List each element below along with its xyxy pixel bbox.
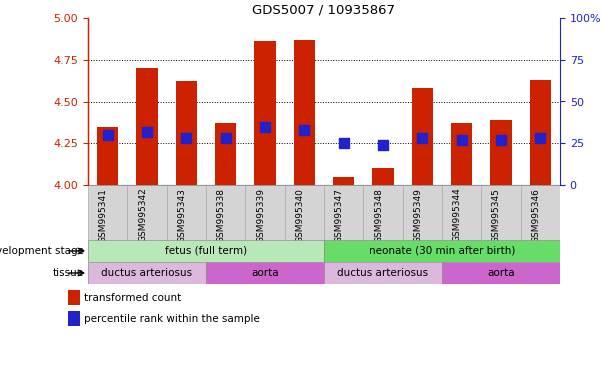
Text: GSM995345: GSM995345 — [492, 188, 501, 243]
Text: GSM995340: GSM995340 — [295, 188, 305, 243]
Bar — [88, 240, 324, 262]
Bar — [136, 68, 158, 185]
Bar — [88, 185, 127, 240]
Point — [378, 142, 388, 148]
Bar — [529, 80, 551, 185]
Text: GSM995342: GSM995342 — [138, 188, 147, 243]
Point — [339, 140, 349, 146]
Point — [142, 129, 152, 135]
Title: GDS5007 / 10935867: GDS5007 / 10935867 — [253, 4, 396, 17]
Text: GSM995346: GSM995346 — [531, 188, 540, 243]
Point — [457, 137, 467, 143]
Bar — [372, 168, 394, 185]
Text: development stage: development stage — [0, 246, 84, 256]
Bar — [324, 240, 560, 262]
Text: percentile rank within the sample: percentile rank within the sample — [84, 314, 260, 324]
Bar — [245, 185, 285, 240]
Text: neonate (30 min after birth): neonate (30 min after birth) — [369, 246, 515, 256]
Bar — [451, 123, 473, 185]
Bar — [324, 262, 442, 284]
Text: aorta: aorta — [251, 268, 279, 278]
Bar — [127, 185, 166, 240]
Bar — [206, 262, 324, 284]
Text: GSM995341: GSM995341 — [99, 188, 108, 243]
Text: GSM995344: GSM995344 — [453, 188, 462, 243]
Bar — [166, 185, 206, 240]
Point — [417, 135, 427, 141]
Text: GSM995338: GSM995338 — [216, 188, 226, 243]
Text: aorta: aorta — [487, 268, 515, 278]
Bar — [324, 185, 364, 240]
Bar — [364, 185, 403, 240]
Point — [182, 135, 191, 141]
Bar — [285, 185, 324, 240]
Bar — [175, 81, 197, 185]
Point — [535, 135, 545, 141]
Bar — [97, 127, 118, 185]
Bar — [411, 88, 433, 185]
Text: GSM995349: GSM995349 — [413, 188, 422, 243]
Bar — [215, 123, 236, 185]
Bar — [520, 185, 560, 240]
Text: ductus arteriosus: ductus arteriosus — [338, 268, 429, 278]
Point — [221, 135, 230, 141]
Bar — [490, 120, 512, 185]
Bar — [88, 262, 206, 284]
Bar — [481, 185, 520, 240]
Point — [496, 137, 506, 143]
Bar — [254, 41, 276, 185]
Point — [300, 127, 309, 133]
Point — [103, 132, 113, 138]
Bar — [68, 311, 80, 326]
Bar — [206, 185, 245, 240]
Point — [260, 124, 270, 130]
Bar — [403, 185, 442, 240]
Bar — [68, 290, 80, 305]
Text: ductus arteriosus: ductus arteriosus — [101, 268, 192, 278]
Text: GSM995339: GSM995339 — [256, 188, 265, 243]
Text: fetus (full term): fetus (full term) — [165, 246, 247, 256]
Text: tissue: tissue — [52, 268, 84, 278]
Text: GSM995343: GSM995343 — [177, 188, 186, 243]
Text: GSM995347: GSM995347 — [335, 188, 344, 243]
Bar — [442, 262, 560, 284]
Text: GSM995348: GSM995348 — [374, 188, 383, 243]
Bar — [442, 185, 481, 240]
Text: transformed count: transformed count — [84, 293, 182, 303]
Bar — [333, 177, 355, 185]
Bar — [294, 40, 315, 185]
